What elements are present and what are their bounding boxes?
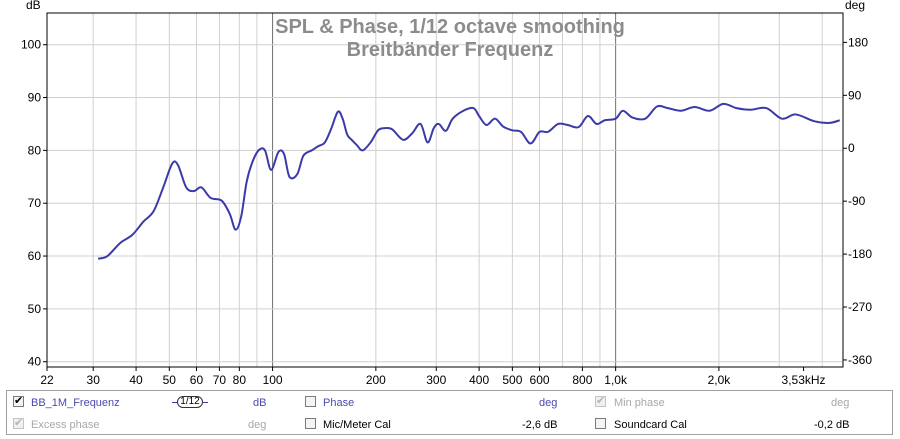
trace-unit: dB <box>253 397 267 409</box>
excess-phase-checkbox[interactable] <box>13 416 24 429</box>
y-tick-label: 100 <box>21 38 41 52</box>
y2-tick-label: 0 <box>848 141 855 155</box>
mic-cal-label: Mic/Meter Cal <box>323 419 391 431</box>
phase-label: Phase <box>323 397 355 409</box>
y2-tick-label: -90 <box>848 194 866 208</box>
x-tick-label: 300 <box>426 373 446 387</box>
x-tick-label: 3,53kHz <box>782 373 826 387</box>
x-tick-label: 800 <box>572 373 592 387</box>
y-tick-label: 80 <box>28 143 42 157</box>
trace-visible-checkbox[interactable] <box>13 394 24 407</box>
y-tick-label: 90 <box>28 91 42 105</box>
series-line <box>97 102 841 260</box>
phase-checkbox[interactable] <box>305 396 316 407</box>
x-tick-label: 80 <box>233 373 247 387</box>
legend-panel: BB_1M_Frequenz 1/12 dB Phase deg Min pha… <box>6 390 893 435</box>
x-tick-label: 50 <box>163 373 177 387</box>
smoothing-selector[interactable]: 1/12 <box>172 396 208 408</box>
phase-unit: deg <box>539 397 558 409</box>
x-tick-label: 30 <box>87 373 101 387</box>
y-axis-unit: dB <box>26 0 41 12</box>
excess-phase-label: Excess phase <box>31 419 100 431</box>
min-phase-unit: deg <box>831 397 850 409</box>
x-tick-label: 600 <box>530 373 550 387</box>
chart-subtitle: Breitbänder Frequenz <box>347 39 554 61</box>
x-tick-label: 100 <box>263 373 283 387</box>
y2-tick-label: -360 <box>848 353 872 367</box>
min-phase-label: Min phase <box>614 397 665 409</box>
x-tick-label: 60 <box>190 373 204 387</box>
spl-phase-chart: 22 30 40 50 60 70 80 100 200 300 400 500 600 800 1,0k 2… <box>21 0 872 387</box>
x-tick-label: 70 <box>213 373 227 387</box>
y2-tick-label: 180 <box>848 35 868 49</box>
y-tick-label: 60 <box>28 249 42 263</box>
min-phase-checkbox[interactable] <box>595 394 606 407</box>
chart-title: SPL & Phase, 1/12 octave smoothing <box>275 16 625 38</box>
mic-cal-value: -2,6 dB <box>522 419 558 431</box>
grid <box>47 13 843 367</box>
y2-axis-unit: deg <box>845 0 865 12</box>
soundcard-cal-value: -0,2 dB <box>814 419 850 431</box>
y2-tick-label: -270 <box>848 300 872 314</box>
excess-phase-unit: deg <box>248 419 267 431</box>
y-tick-label: 50 <box>28 302 42 316</box>
y-tick-label: 70 <box>28 196 42 210</box>
x-tick-label: 2,0k <box>708 373 732 387</box>
x-tick-label: 40 <box>129 373 143 387</box>
x-tick-label: 200 <box>366 373 386 387</box>
y2-tick-label: 90 <box>848 88 862 102</box>
plot-frame <box>46 12 844 368</box>
axis-ticks: 22 30 40 50 60 70 80 100 200 300 400 500 600 800 1,0k 2… <box>21 35 872 387</box>
x-tick-label: 22 <box>40 373 54 387</box>
mic-cal-checkbox[interactable] <box>305 418 316 429</box>
soundcard-cal-checkbox[interactable] <box>595 418 606 429</box>
x-tick-label: 1,0k <box>604 373 628 387</box>
x-tick-label: 500 <box>502 373 522 387</box>
soundcard-cal-label: Soundcard Cal <box>614 419 687 431</box>
y2-tick-label: -180 <box>848 247 872 261</box>
trace-name[interactable]: BB_1M_Frequenz <box>31 397 120 409</box>
series <box>97 102 841 260</box>
y-tick-label: 40 <box>28 355 42 369</box>
x-tick-label: 400 <box>469 373 489 387</box>
